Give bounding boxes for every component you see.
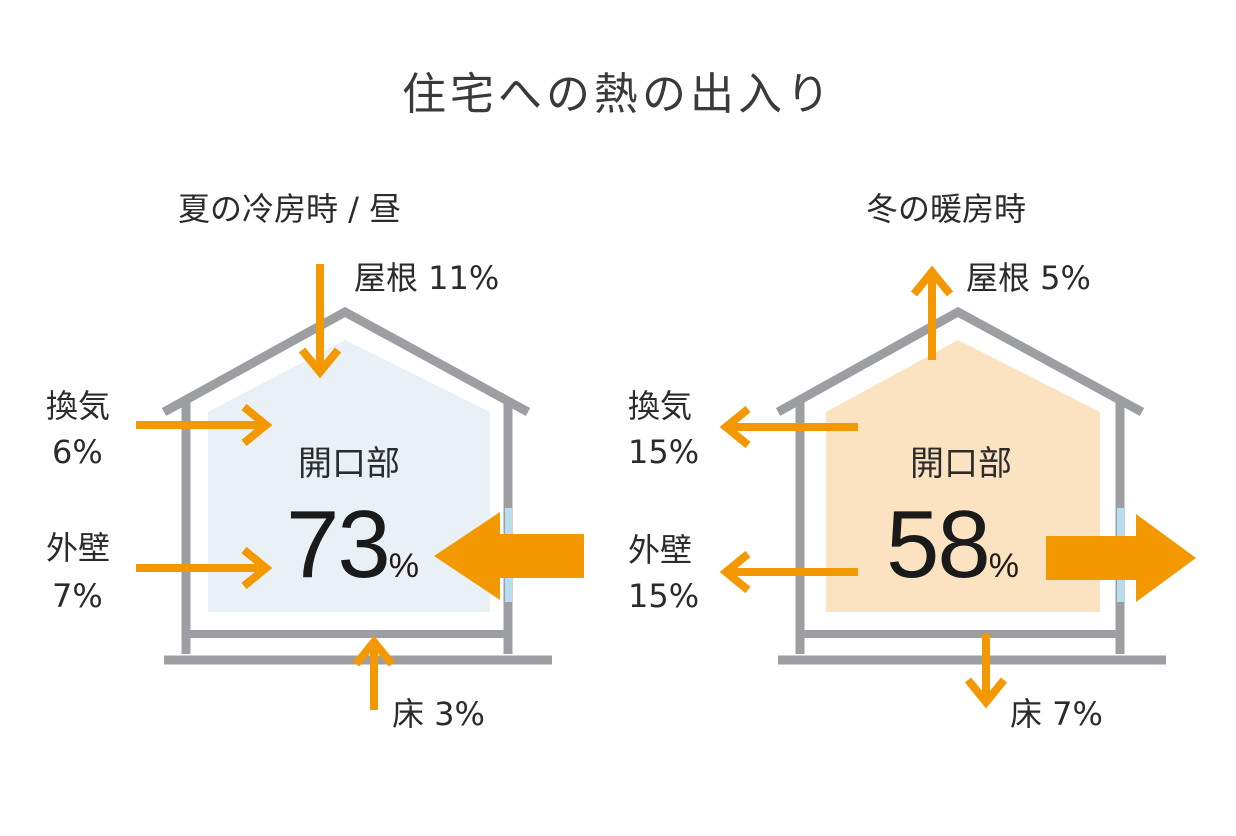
diagram-title: 住宅への熱の出入り xyxy=(402,69,834,120)
summer-vent-percent: 6% xyxy=(52,433,103,471)
summer-wall-percent: 7% xyxy=(52,577,103,615)
winter-roof-label: 屋根 5% xyxy=(966,259,1091,297)
winter-opening-value-group: 58% xyxy=(886,490,1019,600)
winter-house xyxy=(775,306,1166,665)
summer-roof-arrow xyxy=(298,264,342,379)
winter-arrows xyxy=(719,265,1008,709)
winter-vent-percent: 15% xyxy=(628,433,700,471)
summer-opening-label: 開口部 xyxy=(298,444,400,484)
winter-floor-label: 床 7% xyxy=(1010,695,1103,733)
winter-vent-arrow xyxy=(719,405,858,449)
summer-vent-arrow xyxy=(136,403,273,447)
summer-opening-percent-sign: % xyxy=(388,547,420,585)
winter-opening-value: 58 xyxy=(886,491,991,598)
winter-vent-label: 換気 xyxy=(628,387,693,425)
summer-wall-label: 外壁 xyxy=(46,529,111,567)
summer-roof-outline xyxy=(161,306,531,416)
summer-roof-label: 屋根 11% xyxy=(354,259,500,297)
winter-roof-outline xyxy=(775,306,1145,416)
winter-wall-arrow xyxy=(719,550,858,594)
winter-wall-percent: 15% xyxy=(628,577,700,615)
summer-floor-label: 床 3% xyxy=(392,695,485,733)
summer-floor-arrow xyxy=(352,635,396,710)
winter-opening-arrow xyxy=(1046,514,1196,602)
winter-floor-arrow xyxy=(964,634,1008,709)
summer-interior-fill xyxy=(208,340,490,612)
summer-arrows xyxy=(136,264,396,710)
winter-wall-label: 外壁 xyxy=(628,531,693,569)
winter-opening-label: 開口部 xyxy=(910,444,1012,484)
summer-house xyxy=(161,306,552,665)
summer-opening-value: 73 xyxy=(286,491,391,598)
summer-vent-label: 換気 xyxy=(46,387,111,425)
summer-heading: 夏の冷房時 / 昼 xyxy=(178,190,402,228)
winter-roof-arrow xyxy=(910,265,954,360)
winter-heading: 冬の暖房時 xyxy=(866,190,1027,228)
winter-interior-fill xyxy=(826,340,1100,612)
summer-wall-arrow xyxy=(136,546,273,590)
summer-opening-arrow xyxy=(434,512,584,600)
summer-opening-value-group: 73% xyxy=(286,490,419,600)
winter-opening-percent-sign: % xyxy=(988,547,1020,585)
